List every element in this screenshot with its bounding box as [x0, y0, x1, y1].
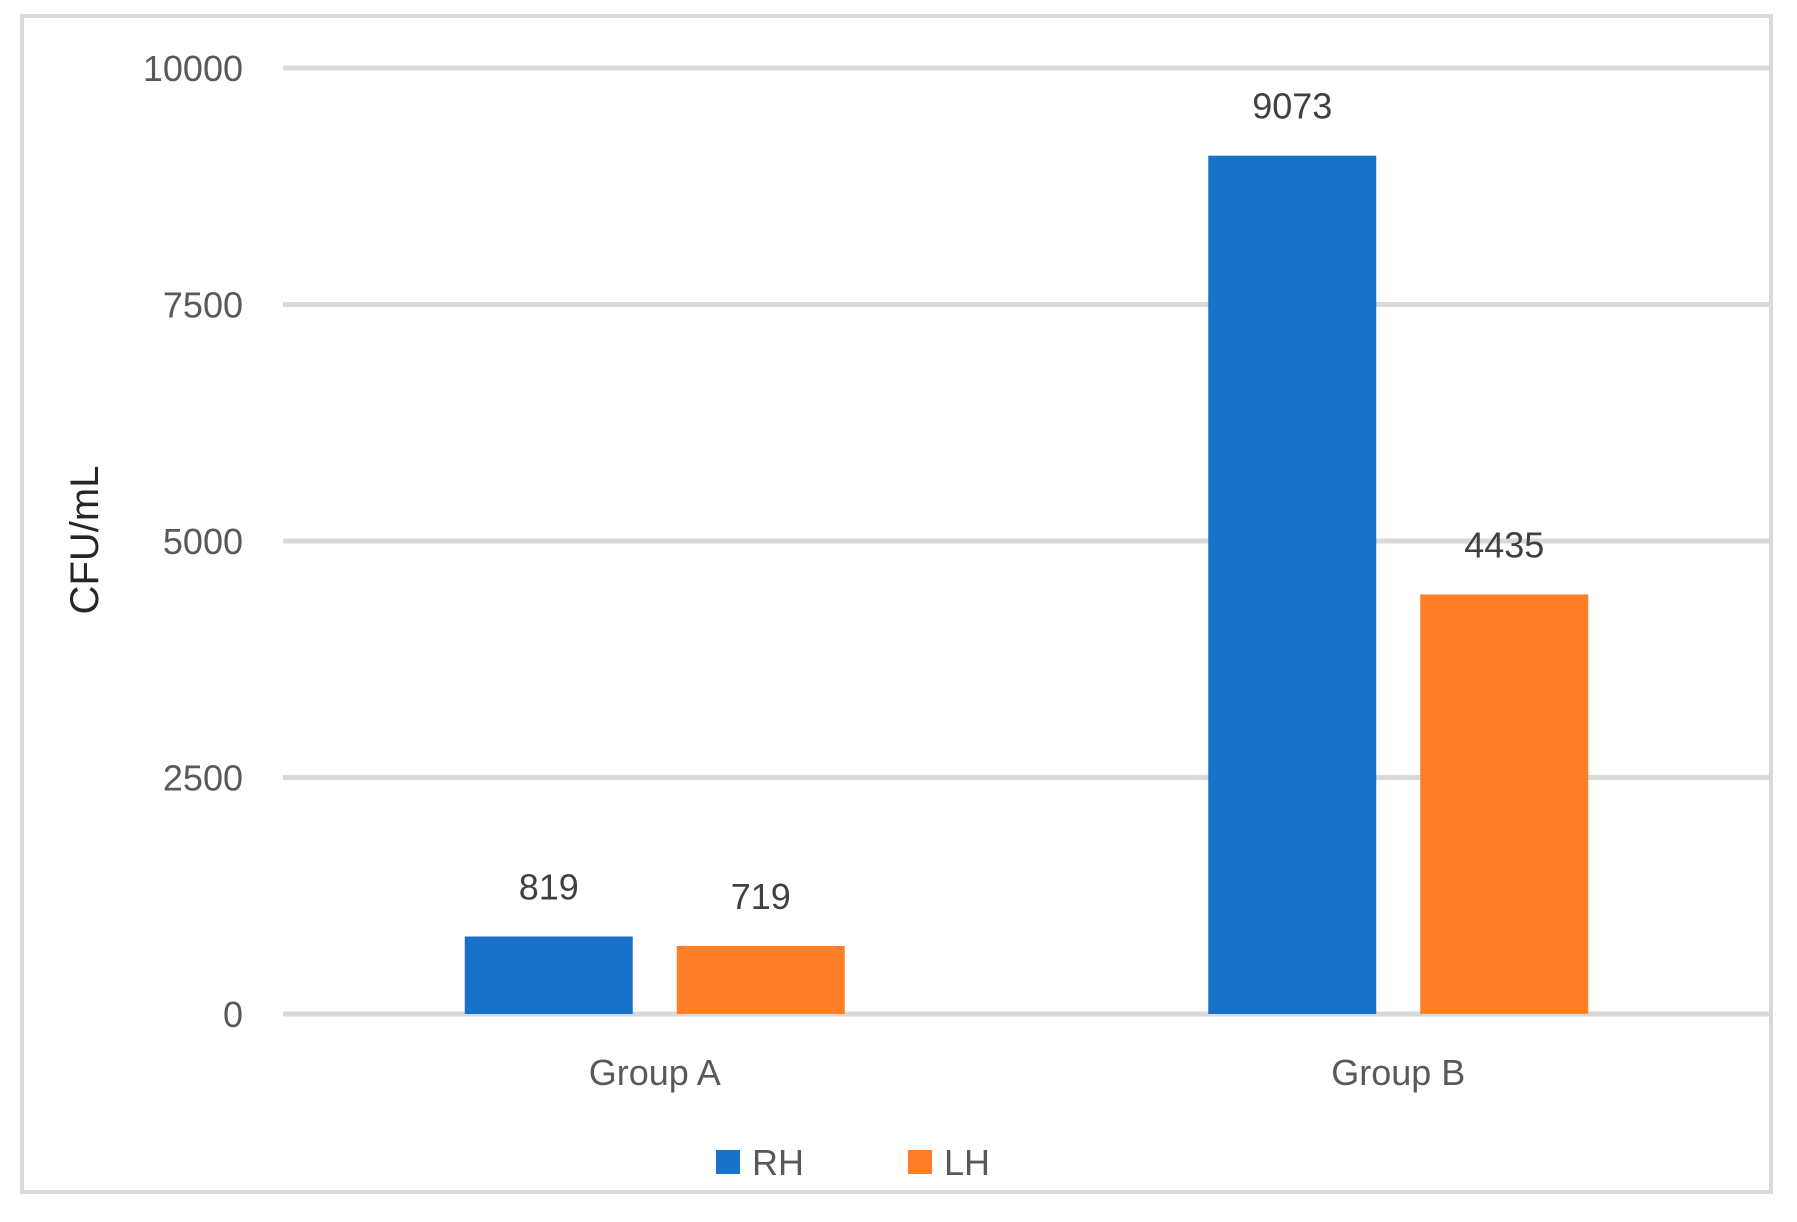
legend-label-rh: RH	[752, 1142, 804, 1183]
x-axis-category-labels: Group A Group B	[589, 1052, 1466, 1093]
y-tick-label: 0	[223, 994, 243, 1035]
x-category-label: Group A	[589, 1052, 721, 1093]
y-tick-label: 10000	[143, 48, 243, 89]
bar-lh-group-a	[676, 945, 845, 1014]
y-tick-label: 7500	[163, 285, 243, 326]
bars	[464, 155, 1589, 1014]
data-label: 719	[731, 876, 791, 917]
bar-rh-group-b	[1208, 155, 1377, 1014]
y-axis-title: CFU/mL	[63, 466, 107, 615]
data-label: 9073	[1252, 86, 1332, 127]
data-label: 819	[519, 867, 579, 908]
bar-rh-group-a	[464, 936, 633, 1014]
y-tick-label: 2500	[163, 758, 243, 799]
data-label: 4435	[1464, 524, 1544, 565]
data-labels: 819 719 9073 4435	[519, 86, 1545, 917]
x-category-label: Group B	[1331, 1052, 1465, 1093]
legend-swatch-lh	[908, 1150, 932, 1174]
bar-lh-group-b	[1420, 594, 1589, 1014]
legend: RH LH	[716, 1142, 990, 1183]
y-tick-label: 5000	[163, 521, 243, 562]
y-axis-tick-labels: 0 2500 5000 7500 10000	[143, 48, 243, 1035]
legend-label-lh: LH	[944, 1142, 990, 1183]
legend-swatch-rh	[716, 1150, 740, 1174]
